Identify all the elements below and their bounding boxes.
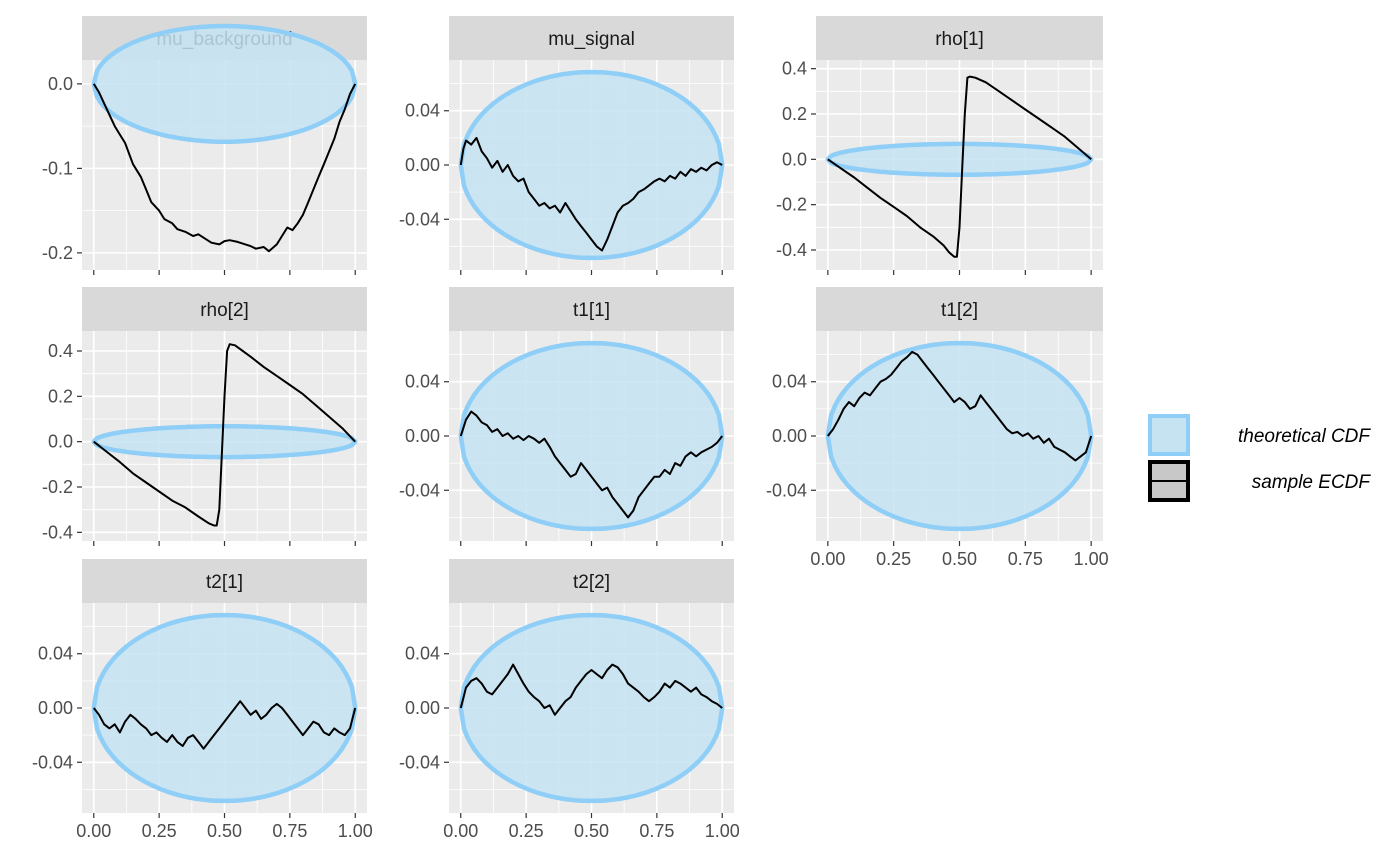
facet-title: mu_signal bbox=[548, 29, 635, 50]
legend-key-theoretical-cdf bbox=[1148, 414, 1190, 456]
sample-ecdf-line bbox=[827, 350, 1093, 462]
y-tick-label: 0.00 bbox=[772, 426, 807, 446]
y-tick-label: 0.04 bbox=[38, 644, 73, 664]
x-tick-label: 1.00 bbox=[1074, 549, 1109, 569]
theoretical-cdf-band bbox=[825, 141, 1094, 177]
facet-panel-4: rho[2] 0.4 0.2 0.0 -0.2 -0.4 bbox=[42, 287, 367, 546]
sample-ecdf-line bbox=[93, 700, 357, 750]
facet-panel-3: rho[1] 0.4 0.2 0.0 -0.2 -0.4 bbox=[776, 16, 1103, 275]
x-tick-label: 0.50 bbox=[942, 549, 977, 569]
x-tick-label: 0.50 bbox=[207, 821, 242, 841]
facet-strip bbox=[449, 559, 734, 603]
y-tick-label: 0.04 bbox=[405, 372, 440, 392]
facet-title: t2[2] bbox=[573, 572, 610, 593]
y-tick-label: -0.04 bbox=[766, 480, 807, 500]
sample-ecdf-line bbox=[92, 83, 357, 253]
theoretical-cdf-band bbox=[91, 23, 358, 145]
x-tick-label: 1.00 bbox=[338, 821, 373, 841]
x-tick-label: 0.50 bbox=[574, 821, 609, 841]
y-tick-label: 0.0 bbox=[48, 432, 73, 452]
facet-panel-2: mu_signal 0.04 0.00 -0.04 bbox=[399, 16, 734, 275]
sample-ecdf-line bbox=[93, 343, 356, 527]
x-tick-label: 0.75 bbox=[639, 821, 674, 841]
y-tick-label: -0.2 bbox=[42, 243, 73, 263]
x-tick-label: 0.75 bbox=[1008, 549, 1043, 569]
x-tick-label: 0.00 bbox=[810, 549, 845, 569]
y-tick-label: 0.00 bbox=[405, 698, 440, 718]
facet-title: rho[2] bbox=[200, 300, 249, 321]
y-tick-label: 0.00 bbox=[38, 698, 73, 718]
x-tick-label: 0.25 bbox=[142, 821, 177, 841]
facet-strip bbox=[82, 559, 367, 603]
x-tick-label: 0.25 bbox=[509, 821, 544, 841]
facet-title: t1[1] bbox=[573, 300, 610, 321]
y-tick-label: -0.04 bbox=[399, 752, 440, 772]
sample-ecdf-line bbox=[827, 75, 1092, 258]
facet-panel-1: mu_background0.0-0.1-0.2 bbox=[42, 16, 367, 275]
facet-strip bbox=[82, 287, 367, 331]
y-tick-label: 0.4 bbox=[48, 341, 73, 361]
y-tick-label: 0.0 bbox=[48, 74, 73, 94]
x-tick-label: 0.00 bbox=[76, 821, 111, 841]
y-tick-label: -0.4 bbox=[776, 240, 807, 260]
y-tick-label: 0.0 bbox=[782, 149, 807, 169]
legend-label-sample-ecdf: sample ECDF bbox=[1252, 472, 1372, 493]
facet-strip bbox=[449, 16, 734, 60]
sample-ecdf-line bbox=[459, 663, 723, 716]
sample-ecdf-line bbox=[459, 136, 723, 252]
legend-label-theoretical-cdf: theoretical CDF bbox=[1238, 426, 1371, 447]
y-tick-label: -0.2 bbox=[42, 477, 73, 497]
facet-panel-8: t2[2] 0.04 0.00 -0.04 0.00 0.25 0.50 0.75 1.00 bbox=[399, 559, 740, 841]
y-tick-label: -0.4 bbox=[42, 522, 73, 542]
x-tick-label: 0.00 bbox=[443, 821, 478, 841]
facet-strip bbox=[816, 287, 1103, 331]
theoretical-cdf-band bbox=[825, 340, 1094, 532]
x-tick-label: 0.75 bbox=[272, 821, 307, 841]
y-tick-label: -0.04 bbox=[399, 480, 440, 500]
legend: theoretical CDF sample ECDF bbox=[1148, 414, 1372, 502]
theoretical-cdf-band bbox=[91, 424, 358, 460]
y-tick-label: 0.00 bbox=[405, 155, 440, 175]
theoretical-cdf-band bbox=[458, 340, 725, 532]
y-tick-label: 0.04 bbox=[405, 101, 440, 121]
facet-title: rho[1] bbox=[935, 29, 984, 50]
y-tick-label: 0.04 bbox=[772, 372, 807, 392]
facet-panel-6: t1[2] 0.04 0.00 -0.04 0.00 0.25 0.50 0.75 1.00 bbox=[766, 287, 1109, 569]
x-tick-label: 0.25 bbox=[876, 549, 911, 569]
sample-ecdf-line bbox=[459, 410, 723, 519]
facet-title: t1[2] bbox=[941, 300, 978, 321]
y-tick-label: 0.4 bbox=[782, 59, 807, 79]
facet-strip bbox=[449, 287, 734, 331]
y-tick-label: -0.04 bbox=[32, 752, 73, 772]
y-tick-label: -0.1 bbox=[42, 158, 73, 178]
facet-panel-5: t1[1] 0.04 0.00 -0.04 bbox=[399, 287, 734, 546]
theoretical-cdf-band bbox=[458, 612, 725, 804]
y-tick-label: -0.2 bbox=[776, 195, 807, 215]
x-tick-label: 1.00 bbox=[705, 821, 740, 841]
facet-strip bbox=[816, 16, 1103, 60]
theoretical-cdf-band bbox=[91, 612, 358, 804]
y-tick-label: 0.2 bbox=[782, 104, 807, 124]
y-tick-label: 0.00 bbox=[405, 426, 440, 446]
y-tick-label: 0.2 bbox=[48, 386, 73, 406]
facet-panel-7: t2[1] 0.04 0.00 -0.04 0.00 0.25 0.50 0.75 1.00 bbox=[32, 559, 373, 841]
y-tick-label: -0.04 bbox=[399, 209, 440, 229]
facet-title: t2[1] bbox=[206, 572, 243, 593]
y-tick-label: 0.04 bbox=[405, 644, 440, 664]
